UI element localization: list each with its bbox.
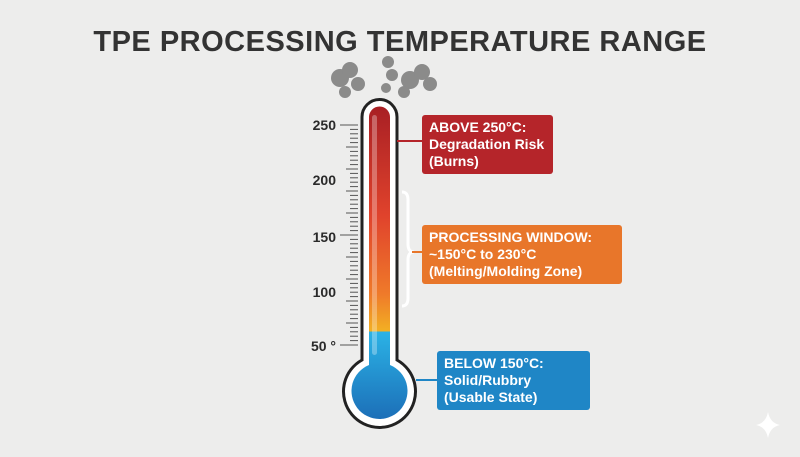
zone-processing-window: PROCESSING WINDOW: ~150°C to 230°C (Melt… xyxy=(422,225,622,284)
zone-title: PROCESSING WINDOW: xyxy=(429,229,593,245)
tick-label-200: 200 xyxy=(312,172,336,188)
tick-label-50: 50 ° xyxy=(310,338,336,354)
tick-label-100: 100 xyxy=(312,284,336,300)
page-title: TPE PROCESSING TEMPERATURE RANGE xyxy=(93,26,707,58)
thermometer-liquid xyxy=(351,106,408,419)
tick-label-250: 250 xyxy=(312,117,336,133)
zone-desc: Solid/Rubbry xyxy=(444,372,532,388)
zone-note: (Burns) xyxy=(429,153,479,169)
sparkle-icon xyxy=(756,412,780,438)
zone-title: BELOW 150°C: xyxy=(444,355,544,371)
tick-label-150: 150 xyxy=(312,229,336,245)
zone-below-150: BELOW 150°C: Solid/Rubbry (Usable State) xyxy=(437,351,590,410)
smoke-icon xyxy=(331,56,437,98)
processing-bracket xyxy=(401,190,415,308)
zone-note: (Usable State) xyxy=(444,389,538,405)
zone-above-250: ABOVE 250°C: Degradation Risk (Burns) xyxy=(422,115,553,174)
zone-desc: ~150°C to 230°C xyxy=(429,246,537,262)
zone-title: ABOVE 250°C: xyxy=(429,119,527,135)
zone-note: (Melting/Molding Zone) xyxy=(429,263,583,279)
zone-desc: Degradation Risk xyxy=(429,136,545,152)
tick-ladder: /* drawn below */ xyxy=(340,124,358,346)
